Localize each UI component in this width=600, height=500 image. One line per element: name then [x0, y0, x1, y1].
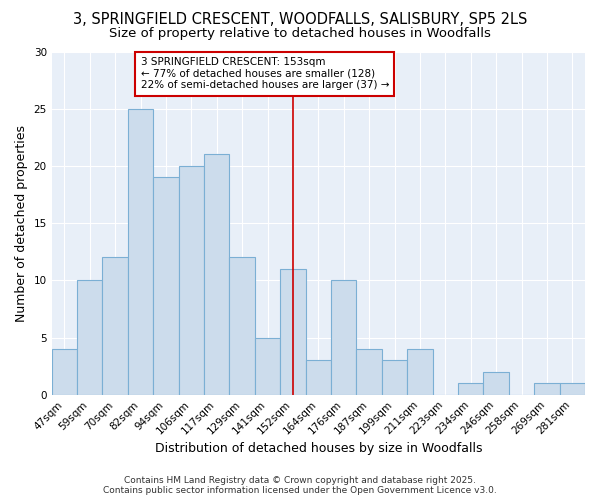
Bar — [229, 258, 255, 394]
Bar — [179, 166, 204, 394]
Text: Contains HM Land Registry data © Crown copyright and database right 2025.
Contai: Contains HM Land Registry data © Crown c… — [103, 476, 497, 495]
Bar — [484, 372, 509, 394]
Bar — [52, 349, 77, 395]
Bar — [534, 384, 560, 394]
Text: Size of property relative to detached houses in Woodfalls: Size of property relative to detached ho… — [109, 28, 491, 40]
Bar — [255, 338, 280, 394]
Bar — [305, 360, 331, 394]
Bar — [458, 384, 484, 394]
Bar — [382, 360, 407, 394]
Y-axis label: Number of detached properties: Number of detached properties — [15, 124, 28, 322]
Bar — [560, 384, 585, 394]
Bar — [204, 154, 229, 394]
X-axis label: Distribution of detached houses by size in Woodfalls: Distribution of detached houses by size … — [155, 442, 482, 455]
Bar — [103, 258, 128, 394]
Bar — [153, 178, 179, 394]
Bar — [280, 269, 305, 394]
Bar — [407, 349, 433, 395]
Text: 3 SPRINGFIELD CRESCENT: 153sqm
← 77% of detached houses are smaller (128)
22% of: 3 SPRINGFIELD CRESCENT: 153sqm ← 77% of … — [140, 57, 389, 90]
Bar — [356, 349, 382, 395]
Text: 3, SPRINGFIELD CRESCENT, WOODFALLS, SALISBURY, SP5 2LS: 3, SPRINGFIELD CRESCENT, WOODFALLS, SALI… — [73, 12, 527, 28]
Bar — [331, 280, 356, 394]
Bar — [128, 108, 153, 395]
Bar — [77, 280, 103, 394]
